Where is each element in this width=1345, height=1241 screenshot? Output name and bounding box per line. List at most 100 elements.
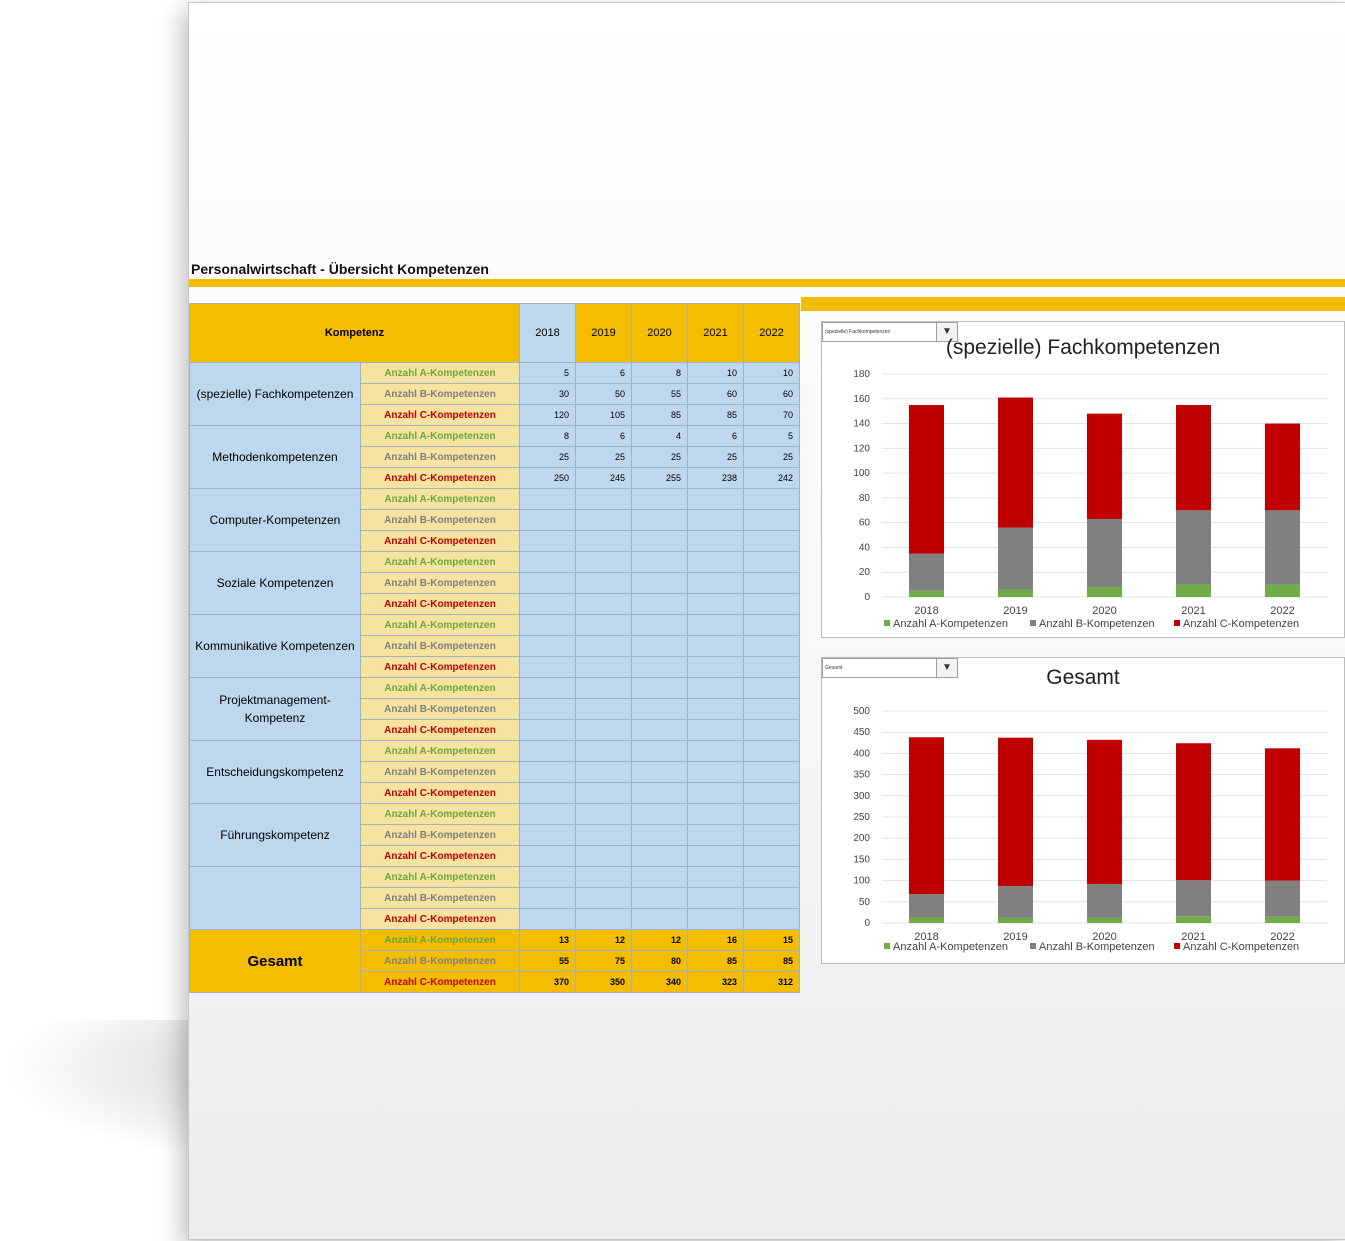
value-cell[interactable]: [519, 824, 576, 846]
value-cell[interactable]: 60: [743, 383, 800, 405]
value-cell[interactable]: [631, 887, 688, 909]
total-row-label[interactable]: Anzahl C-Kompetenzen: [360, 971, 520, 993]
category-name[interactable]: Computer-Kompetenzen: [189, 488, 361, 552]
value-cell[interactable]: [743, 656, 800, 678]
header-year[interactable]: 2020: [631, 303, 688, 363]
total-value-cell[interactable]: 350: [575, 971, 632, 993]
row-label[interactable]: Anzahl A-Kompetenzen: [360, 677, 520, 699]
value-cell[interactable]: 55: [631, 383, 688, 405]
value-cell[interactable]: [519, 551, 576, 573]
value-cell[interactable]: 6: [575, 362, 632, 384]
header-year[interactable]: 2022: [743, 303, 800, 363]
total-value-cell[interactable]: 12: [631, 929, 688, 951]
row-label[interactable]: Anzahl B-Kompetenzen: [360, 446, 520, 468]
value-cell[interactable]: [575, 677, 632, 699]
value-cell[interactable]: 245: [575, 467, 632, 489]
row-label[interactable]: Anzahl C-Kompetenzen: [360, 467, 520, 489]
header-year[interactable]: 2021: [687, 303, 744, 363]
row-label[interactable]: Anzahl B-Kompetenzen: [360, 761, 520, 783]
value-cell[interactable]: [743, 677, 800, 699]
value-cell[interactable]: 238: [687, 467, 744, 489]
value-cell[interactable]: [519, 845, 576, 867]
row-label[interactable]: Anzahl C-Kompetenzen: [360, 530, 520, 552]
row-label[interactable]: Anzahl A-Kompetenzen: [360, 362, 520, 384]
value-cell[interactable]: [687, 551, 744, 573]
value-cell[interactable]: [575, 719, 632, 741]
value-cell[interactable]: [687, 488, 744, 510]
total-value-cell[interactable]: 15: [743, 929, 800, 951]
value-cell[interactable]: 10: [743, 362, 800, 384]
dropdown-arrow-icon[interactable]: ▼: [936, 659, 957, 677]
row-label[interactable]: Anzahl A-Kompetenzen: [360, 614, 520, 636]
value-cell[interactable]: 30: [519, 383, 576, 405]
value-cell[interactable]: 5: [743, 425, 800, 447]
value-cell[interactable]: 105: [575, 404, 632, 426]
total-value-cell[interactable]: 13: [519, 929, 576, 951]
value-cell[interactable]: [631, 593, 688, 615]
value-cell[interactable]: [575, 551, 632, 573]
value-cell[interactable]: 8: [631, 362, 688, 384]
value-cell[interactable]: [687, 845, 744, 867]
value-cell[interactable]: [575, 866, 632, 888]
value-cell[interactable]: [687, 509, 744, 531]
value-cell[interactable]: [743, 803, 800, 825]
value-cell[interactable]: [519, 740, 576, 762]
value-cell[interactable]: [631, 614, 688, 636]
value-cell[interactable]: [687, 866, 744, 888]
value-cell[interactable]: [519, 488, 576, 510]
total-row-label[interactable]: Anzahl B-Kompetenzen: [360, 950, 520, 972]
header-year[interactable]: 2019: [575, 303, 632, 363]
value-cell[interactable]: [575, 593, 632, 615]
value-cell[interactable]: [575, 782, 632, 804]
row-label[interactable]: Anzahl C-Kompetenzen: [360, 719, 520, 741]
total-value-cell[interactable]: 323: [687, 971, 744, 993]
value-cell[interactable]: [687, 635, 744, 657]
value-cell[interactable]: [687, 761, 744, 783]
value-cell[interactable]: [687, 740, 744, 762]
value-cell[interactable]: [631, 530, 688, 552]
row-label[interactable]: Anzahl C-Kompetenzen: [360, 404, 520, 426]
value-cell[interactable]: [631, 551, 688, 573]
value-cell[interactable]: [631, 866, 688, 888]
value-cell[interactable]: [519, 866, 576, 888]
value-cell[interactable]: [575, 824, 632, 846]
total-value-cell[interactable]: 16: [687, 929, 744, 951]
value-cell[interactable]: [575, 488, 632, 510]
category-dropdown[interactable]: (spezielle) Fachkompetenzen ▼: [822, 322, 958, 342]
value-cell[interactable]: [687, 530, 744, 552]
row-label[interactable]: Anzahl B-Kompetenzen: [360, 887, 520, 909]
value-cell[interactable]: [743, 614, 800, 636]
value-cell[interactable]: [575, 761, 632, 783]
value-cell[interactable]: [743, 593, 800, 615]
row-label[interactable]: Anzahl A-Kompetenzen: [360, 488, 520, 510]
value-cell[interactable]: [519, 509, 576, 531]
total-value-cell[interactable]: 75: [575, 950, 632, 972]
category-name[interactable]: Kommunikative Kompetenzen: [189, 614, 361, 678]
row-label[interactable]: Anzahl A-Kompetenzen: [360, 551, 520, 573]
value-cell[interactable]: [575, 803, 632, 825]
category-dropdown[interactable]: Gesamt ▼: [822, 658, 958, 678]
value-cell[interactable]: [687, 908, 744, 930]
value-cell[interactable]: [519, 803, 576, 825]
row-label[interactable]: Anzahl C-Kompetenzen: [360, 908, 520, 930]
category-name[interactable]: Führungskompetenz: [189, 803, 361, 867]
category-name[interactable]: Entscheidungskompetenz: [189, 740, 361, 804]
value-cell[interactable]: [575, 845, 632, 867]
value-cell[interactable]: [575, 908, 632, 930]
value-cell[interactable]: [687, 803, 744, 825]
row-label[interactable]: Anzahl B-Kompetenzen: [360, 698, 520, 720]
category-name[interactable]: Projektmanagement-Kompetenz: [189, 677, 361, 741]
value-cell[interactable]: [631, 635, 688, 657]
value-cell[interactable]: [687, 698, 744, 720]
value-cell[interactable]: [631, 824, 688, 846]
value-cell[interactable]: 6: [687, 425, 744, 447]
value-cell[interactable]: [519, 530, 576, 552]
value-cell[interactable]: [519, 593, 576, 615]
total-value-cell[interactable]: 55: [519, 950, 576, 972]
total-value-cell[interactable]: 340: [631, 971, 688, 993]
value-cell[interactable]: [631, 845, 688, 867]
value-cell[interactable]: [743, 488, 800, 510]
value-cell[interactable]: [631, 908, 688, 930]
dropdown-arrow-icon[interactable]: ▼: [936, 323, 957, 341]
row-label[interactable]: Anzahl B-Kompetenzen: [360, 572, 520, 594]
